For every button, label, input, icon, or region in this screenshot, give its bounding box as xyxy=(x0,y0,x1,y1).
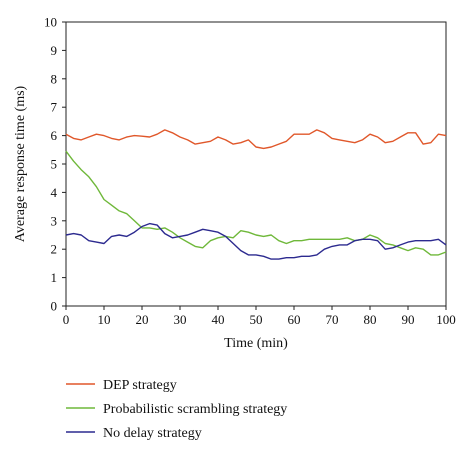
x-tick-label: 30 xyxy=(174,312,187,327)
y-tick-label: 3 xyxy=(51,213,58,228)
plot-border xyxy=(65,21,447,307)
y-axis: 0 1 2 3 4 5 6 7 8 9 10 xyxy=(44,15,66,314)
x-tick-label: 20 xyxy=(136,312,149,327)
series-line xyxy=(65,150,447,256)
y-tick-label: 10 xyxy=(44,15,57,30)
legend-label: Probabilistic scrambling strategy xyxy=(103,402,287,417)
x-tick-label: 10 xyxy=(98,312,111,327)
series-line xyxy=(65,222,447,260)
plot-area xyxy=(65,21,447,307)
x-axis: 0 10 20 30 40 50 60 70 80 90 100 xyxy=(63,306,456,327)
x-tick-label: 0 xyxy=(63,312,70,327)
legend-label: DEP strategy xyxy=(103,378,177,393)
y-tick-label: 6 xyxy=(51,128,58,143)
x-axis-title: Time (min) xyxy=(224,336,288,351)
x-tick-label: 60 xyxy=(288,312,301,327)
legend: DEP strategy Probabilistic scrambling str… xyxy=(66,378,287,441)
x-tick-label: 50 xyxy=(250,312,263,327)
y-axis-title: Average response time (ms) xyxy=(13,85,28,242)
x-tick-label: 80 xyxy=(364,312,377,327)
y-tick-label: 8 xyxy=(51,71,58,86)
y-tick-label: 0 xyxy=(51,299,58,314)
x-tick-label: 70 xyxy=(326,312,339,327)
series-line xyxy=(65,129,447,150)
y-tick-label: 9 xyxy=(51,43,58,58)
x-tick-label: 100 xyxy=(436,312,456,327)
y-tick-label: 1 xyxy=(51,270,58,285)
series-lines xyxy=(65,129,447,260)
y-tick-label: 5 xyxy=(51,157,58,172)
legend-label: No delay strategy xyxy=(103,426,202,441)
y-tick-label: 4 xyxy=(51,185,58,200)
x-tick-label: 40 xyxy=(212,312,225,327)
y-tick-label: 2 xyxy=(51,242,58,257)
y-tick-label: 7 xyxy=(51,100,58,115)
x-tick-label: 90 xyxy=(402,312,415,327)
